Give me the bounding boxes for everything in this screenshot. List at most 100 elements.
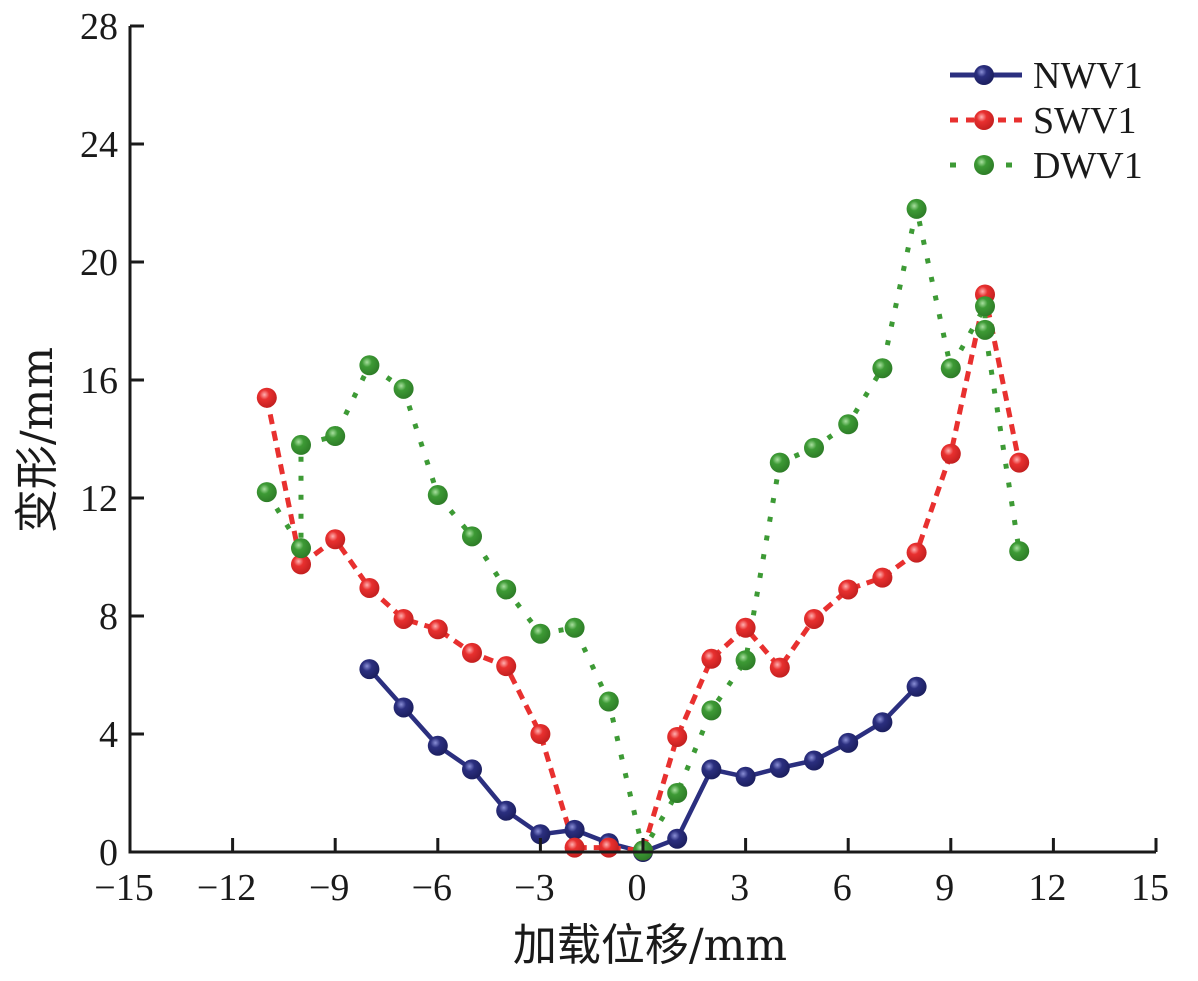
legend-marker-swatch [974, 65, 994, 85]
data-point [804, 750, 824, 771]
y-tick-label: 0 [99, 832, 118, 874]
y-tick-label: 12 [80, 478, 118, 520]
series-swv1 [264, 292, 1022, 853]
legend-item-swv1: SWV1 [950, 100, 1136, 142]
data-point [906, 542, 927, 563]
x-tick-label: −9 [309, 867, 349, 909]
data-point [838, 732, 859, 753]
x-tick-label: −6 [412, 867, 452, 909]
x-ticks: −15 −12 −9 −6 −3 0 3 6 9 12 15 [94, 838, 1169, 909]
data-point [940, 443, 961, 464]
data-point [872, 712, 893, 733]
data-point [906, 676, 927, 697]
data-point [325, 426, 346, 447]
data-point [701, 759, 722, 780]
data-point [325, 529, 346, 550]
data-point [393, 697, 414, 718]
x-tick-label: 0 [628, 867, 647, 909]
data-point [667, 783, 688, 803]
data-point [804, 437, 824, 458]
data-point [291, 434, 311, 455]
data-point [530, 824, 551, 845]
data-point [598, 837, 619, 858]
data-point [256, 482, 277, 503]
y-tick-label: 24 [80, 124, 118, 166]
data-point [701, 648, 722, 669]
series-layer [256, 198, 1030, 862]
data-point [359, 659, 380, 680]
data-point [598, 691, 619, 712]
data-point [769, 657, 790, 678]
data-point [1009, 452, 1030, 473]
data-point [872, 567, 893, 588]
data-point [975, 319, 995, 340]
series-line-swv1 [264, 292, 1022, 853]
data-point [291, 538, 311, 559]
data-point [496, 656, 517, 677]
data-point [427, 735, 448, 756]
data-point [462, 526, 482, 547]
data-point [256, 387, 277, 408]
x-tick-label: −15 [94, 867, 153, 909]
data-point [496, 800, 517, 821]
data-point [530, 724, 551, 744]
data-point [769, 452, 790, 473]
series-nwv1 [367, 667, 919, 855]
data-point [564, 837, 585, 858]
data-point [735, 650, 756, 671]
data-point [359, 355, 380, 376]
data-point [667, 828, 688, 849]
y-tick-label: 20 [80, 242, 118, 284]
legend-label: NWV1 [1033, 55, 1143, 97]
data-point [564, 617, 585, 638]
legend-label: SWV1 [1033, 100, 1136, 142]
data-point [359, 577, 380, 598]
data-point [769, 757, 790, 778]
y-tick-label: 8 [99, 596, 118, 638]
legend-item-nwv1: NWV1 [950, 55, 1143, 97]
data-point [906, 198, 927, 219]
markers-nwv1 [359, 659, 927, 862]
data-point [393, 608, 414, 629]
x-tick-label: −12 [197, 867, 256, 909]
series-line-dwv1 [264, 206, 1022, 853]
axes: −15 −12 −9 −6 −3 0 3 6 9 12 15 0 4 8 12 16 20 24 28 [80, 6, 1169, 909]
data-point [940, 358, 961, 379]
data-point [735, 617, 756, 638]
data-point [496, 579, 517, 600]
y-ticks: 0 4 8 12 16 20 24 28 [80, 6, 144, 874]
markers-dwv1 [256, 198, 1030, 861]
legend-marker-swatch [974, 155, 994, 175]
y-tick-label: 4 [99, 714, 118, 756]
x-tick-label: −3 [514, 867, 554, 909]
data-point [530, 623, 551, 644]
data-point [462, 642, 482, 663]
data-point [427, 619, 448, 640]
x-tick-label: 6 [833, 867, 852, 909]
data-point [291, 554, 311, 575]
x-tick-label: 3 [730, 867, 749, 909]
y-axis-title: 变形/mm [12, 347, 63, 533]
legend-marker-swatch [974, 110, 994, 130]
x-tick-label: 12 [1028, 867, 1066, 909]
data-point [393, 378, 414, 399]
legend-label: DWV1 [1033, 145, 1143, 187]
data-point [701, 700, 722, 721]
data-point [1009, 541, 1030, 562]
data-point [804, 608, 824, 629]
data-point [462, 759, 482, 780]
data-point [667, 726, 688, 747]
data-point [975, 296, 995, 317]
legend-item-dwv1: DWV1 [950, 145, 1143, 187]
x-axis-title: 加载位移/mm [513, 920, 787, 971]
series-line-nwv1 [367, 667, 919, 855]
x-tick-label: 15 [1131, 867, 1169, 909]
data-point [564, 819, 585, 840]
data-point [838, 579, 859, 600]
data-point [872, 358, 893, 379]
data-point [838, 414, 859, 435]
data-point [427, 485, 448, 506]
y-tick-label: 28 [80, 6, 118, 48]
